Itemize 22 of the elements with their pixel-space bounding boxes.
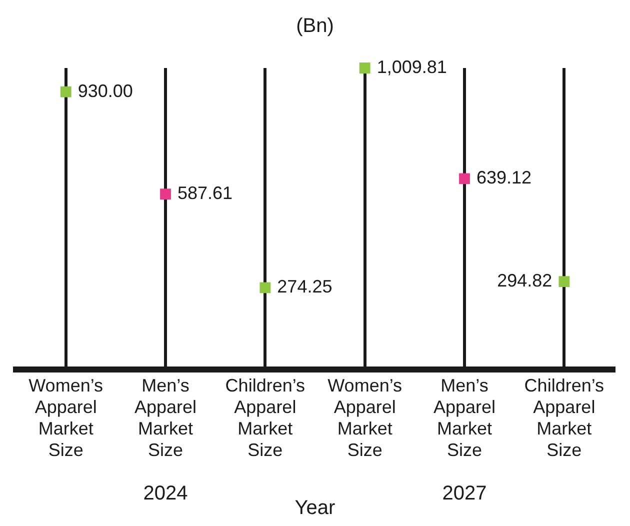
data-label: 294.82 [497,270,552,291]
point [160,188,171,200]
x-tick-label: Children’s Apparel Market Size [225,375,306,460]
text: 2024 [143,482,188,505]
point [60,86,72,98]
y-axis-title: (Bn) [296,15,334,37]
point [260,282,271,294]
point [459,173,470,184]
data-label: 1,009.81 [376,56,447,77]
data-label: 587.61 [178,183,233,204]
data-label: 639.12 [476,168,532,188]
x-tick-label: Children’s Apparel Market Size [524,375,604,460]
point [558,276,570,287]
x-tick-label: Men’s Apparel Market Size [134,375,197,460]
data-label: 930.00 [78,80,133,101]
data-label: 274.25 [277,276,332,297]
x-axis-title: Year [294,497,336,519]
point [359,62,370,74]
x-tick-label: Women’s Apparel Market Size [328,375,402,460]
x-tick-label: Women’s Apparel Market Size [28,375,104,460]
text: 2027 [442,482,487,505]
x-tick-label: Men’s Apparel Market Size [433,375,496,460]
